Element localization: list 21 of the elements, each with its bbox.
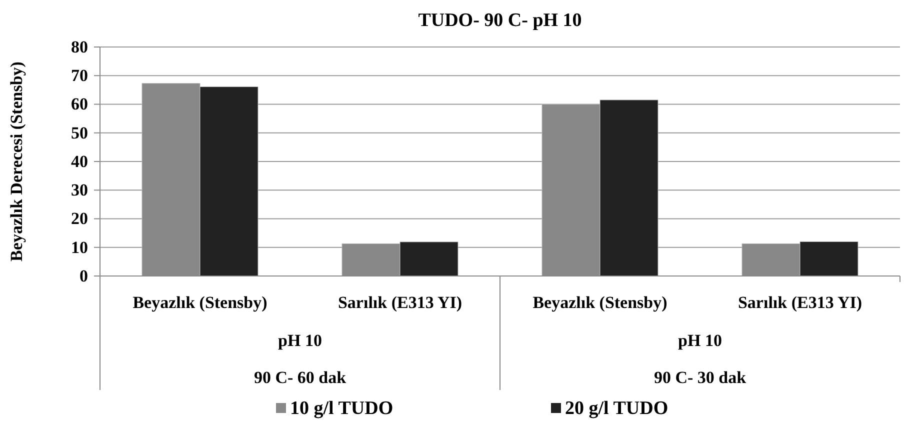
y-tick-label: 60 (71, 94, 88, 114)
legend-label: 10 g/l TUDO (290, 398, 394, 419)
text: pH 10 (678, 331, 722, 350)
y-tick-label: 40 (71, 152, 88, 171)
y-tick-label: 30 (71, 180, 88, 200)
y-axis-title: Beyazlık Derecesi (Stensby) (7, 62, 26, 262)
text: 90 C- 30 dak (654, 368, 747, 387)
text: 90 C- 60 dak (254, 368, 347, 387)
x-tick-label: Sarılık (E313 YI) (338, 293, 462, 312)
x-tick-label: Beyazlık (Stensby) (132, 293, 268, 312)
x-tick-label: Beyazlık (Stensby) (532, 293, 668, 312)
text: pH 10 (278, 331, 322, 350)
y-tick-label: 10 (71, 238, 88, 257)
legend-label: 20 g/l TUDO (565, 398, 668, 419)
y-tick-label: 70 (71, 66, 88, 86)
y-tick-label: 50 (71, 123, 88, 142)
y-tick-label: 80 (71, 37, 88, 56)
y-tick-label: 0 (80, 266, 88, 286)
y-tick-label: 20 (71, 209, 88, 228)
chart-title: TUDO- 90 C- pH 10 (418, 10, 582, 31)
x-tick-label: Sarılık (E313 YI) (738, 293, 862, 312)
